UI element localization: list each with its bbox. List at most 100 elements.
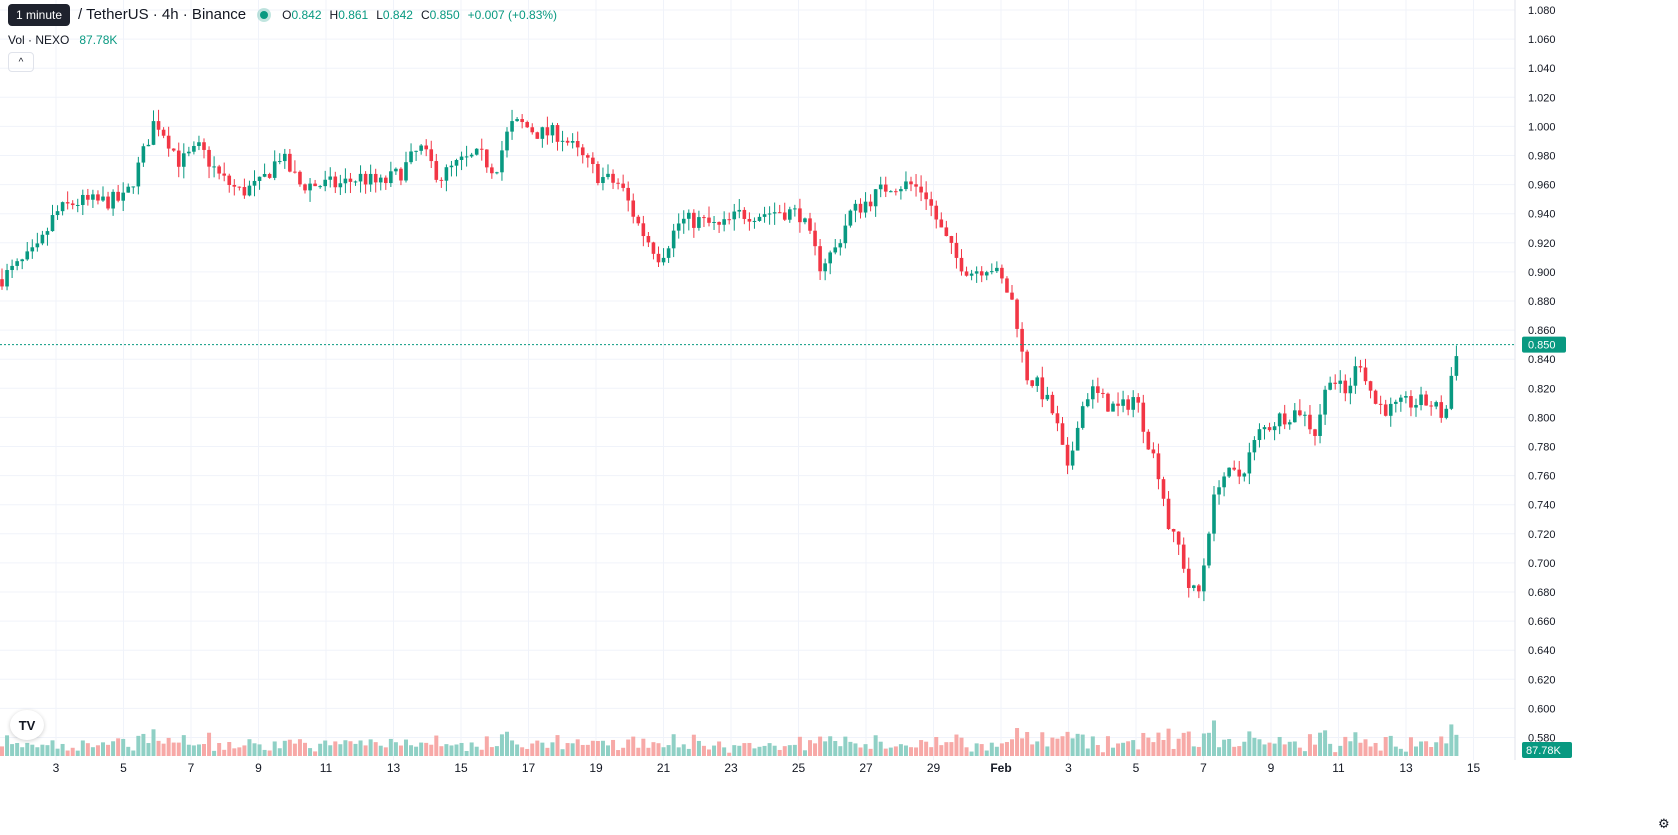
volume-bar [903, 745, 908, 756]
candle-body [1303, 414, 1307, 416]
candle-body [954, 242, 959, 258]
volume-bar [1126, 741, 1131, 756]
volume-bar [85, 743, 90, 756]
candle-body [166, 135, 171, 149]
volume-bar [414, 746, 419, 756]
candle-body [81, 194, 85, 205]
candle-body [267, 173, 272, 178]
volume-bar [90, 747, 95, 756]
candle-body [712, 221, 716, 223]
candle-body [540, 127, 545, 139]
volume-bar [530, 743, 535, 756]
candle-body [1055, 413, 1060, 424]
volume-bar [858, 747, 863, 756]
time-tick-label: 27 [859, 761, 873, 775]
candle-body [131, 186, 136, 188]
volume-bar [267, 750, 272, 756]
symbol-legend[interactable]: / TetherUS · 4h · Binance O0.842 H0.861 … [8, 6, 557, 23]
candle-body [1186, 568, 1191, 588]
candle-body [343, 178, 348, 184]
candle-body [782, 212, 787, 220]
candle-body [1156, 453, 1161, 480]
volume-bar [999, 743, 1004, 756]
candle-body [1171, 529, 1176, 532]
volume-bar [1383, 736, 1388, 756]
tradingview-logo[interactable]: TV [10, 710, 44, 740]
volume-bar [984, 750, 989, 756]
volume-bar [939, 745, 944, 756]
time-tick-label: 9 [255, 761, 262, 775]
volume-bar [222, 749, 227, 756]
candle-body [1444, 408, 1449, 418]
volume-bar [1090, 736, 1095, 756]
volume-bar [252, 743, 257, 756]
volume-bar [681, 744, 686, 756]
volume-bar [575, 739, 580, 756]
volume-bar [343, 740, 348, 756]
candle-body [1050, 394, 1055, 414]
volume-bar [848, 741, 853, 756]
candle-body [1141, 402, 1146, 432]
volume-bar [489, 747, 494, 756]
volume-bar [50, 740, 55, 756]
candle-body [1318, 414, 1322, 436]
volume-bar [70, 747, 75, 756]
candle-body [313, 183, 317, 187]
candle-body [1207, 533, 1211, 566]
volume-bar [843, 736, 848, 756]
candle-body [1378, 403, 1383, 405]
volume-bar [611, 739, 616, 756]
volume-bar [1262, 744, 1267, 756]
volume-bar [1348, 741, 1353, 756]
volume-bar [398, 745, 403, 756]
candle-body [182, 153, 186, 167]
volume-bar [1297, 747, 1302, 756]
time-axis[interactable]: 3 5 7 9 11 13 15 17 19 21 23 25 27 29 Feb 3 5 7 9 11 13 15 [53, 761, 1481, 775]
volume-bar [1318, 732, 1323, 756]
candle-body [1277, 413, 1282, 427]
volume-bar [1186, 731, 1191, 756]
candle-body [777, 212, 782, 214]
volume-bar [419, 742, 424, 756]
gear-icon[interactable]: ⚙ [1658, 816, 1670, 831]
volume-bar [378, 745, 383, 756]
volume-bar [176, 742, 181, 756]
price-axis[interactable]: 1.080 1.060 1.040 1.020 1.000 0.980 0.960 0.940… [1528, 5, 1556, 745]
volume-bar [878, 741, 883, 756]
volume-bar [1050, 737, 1055, 756]
candle-body [525, 122, 529, 128]
collapse-legend-button[interactable]: ^ [8, 52, 34, 72]
time-tick-label: 11 [1332, 761, 1345, 775]
volume-bar [944, 742, 949, 756]
candle-body [257, 176, 262, 181]
candle-body [868, 201, 873, 207]
volume-bar [1146, 737, 1151, 756]
volume-legend[interactable]: Vol · NEXO 87.78K [8, 33, 117, 47]
volume-bar [893, 746, 898, 756]
volume-bar [454, 744, 459, 756]
candle-body [959, 257, 964, 272]
candles [0, 109, 1459, 602]
volume-bar [701, 745, 706, 756]
price-tick-label: 0.920 [1528, 238, 1556, 250]
candle-body [813, 230, 817, 247]
volume-bar [1434, 742, 1439, 756]
candle-body [308, 183, 312, 191]
candle-body [75, 204, 80, 206]
candle-body [742, 209, 747, 219]
volume-bar [1444, 743, 1449, 756]
volume-bar [989, 742, 994, 756]
volume-bar [292, 743, 297, 756]
candle-body [1222, 476, 1226, 488]
candle-body [550, 125, 555, 136]
symbol-title[interactable]: / TetherUS · 4h · Binance [78, 6, 247, 23]
volume-bar [818, 736, 823, 756]
volume-bar [641, 738, 646, 756]
volume-bar [1161, 739, 1166, 756]
volume-bar [207, 732, 212, 756]
time-tick-label: 17 [522, 761, 536, 775]
volume-bar [535, 740, 540, 756]
candle-body [580, 147, 585, 156]
volume-bar [1292, 741, 1297, 756]
